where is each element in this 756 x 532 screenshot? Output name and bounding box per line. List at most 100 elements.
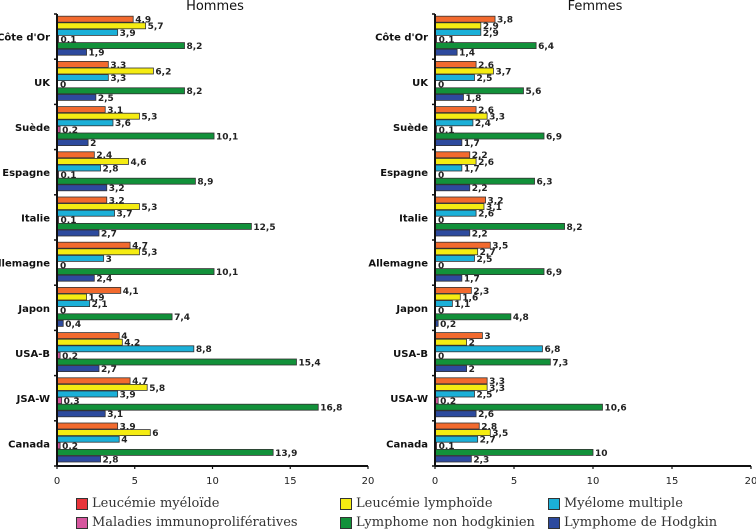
bar	[434, 222, 565, 230]
data-label: 15,4	[298, 358, 320, 368]
data-label: 4,7	[132, 377, 148, 387]
category-label: Japon	[17, 304, 50, 315]
data-label: 3,3	[110, 74, 126, 84]
category-label: Côte d'Or	[375, 32, 428, 44]
legend-label: Leucémie lymphoïde	[356, 496, 493, 511]
data-label: 12,5	[253, 223, 275, 233]
category-label: USA-B	[393, 349, 428, 360]
data-label: 2,6	[478, 106, 494, 116]
legend-item-myelome-multiple: Myélome multiple	[548, 496, 683, 511]
data-label: 2,5	[98, 94, 114, 104]
legend-label: Leucémie myéloïde	[92, 496, 220, 511]
data-label: 6,9	[546, 268, 562, 278]
data-label: 10,1	[216, 132, 238, 142]
bar	[434, 345, 543, 353]
bar	[56, 248, 140, 256]
bar	[56, 268, 215, 276]
bar	[434, 151, 471, 159]
data-label: 6,8	[544, 345, 560, 355]
legend-swatch	[548, 497, 560, 510]
data-label: 2,2	[472, 151, 488, 161]
category-label: Suède	[15, 122, 50, 134]
data-label: 2,6	[478, 210, 494, 220]
category-label: Italie	[399, 213, 428, 224]
legend-label: Lymphome de Hodgkin	[564, 515, 718, 530]
bar	[434, 106, 477, 113]
category-label: UK	[34, 78, 51, 89]
category-label: Allemagne	[0, 259, 50, 270]
bar	[434, 184, 471, 192]
bar	[56, 132, 215, 140]
data-label: 1,1	[454, 300, 470, 310]
category-label: Allemagne	[368, 259, 428, 270]
data-label: 2,7	[480, 436, 496, 446]
category-label: UK	[412, 78, 429, 89]
bar	[434, 132, 545, 140]
data-label: 4,8	[513, 313, 529, 323]
data-label: 3,5	[492, 429, 508, 439]
legend-swatch	[548, 516, 560, 529]
data-label: 0,2	[62, 352, 78, 362]
x-tick-label: 0	[432, 476, 438, 487]
bar	[56, 332, 120, 340]
data-label: 5,3	[141, 248, 157, 258]
bar	[434, 422, 480, 430]
legend-item-lymphome-de-hodgkin: Lymphome de Hodgkin	[548, 515, 717, 530]
legend-label: Lymphome non hodgkinien	[356, 515, 535, 530]
bar	[434, 358, 551, 366]
data-label: 5,3	[141, 203, 157, 213]
data-label: 2,8	[481, 422, 497, 432]
data-label: 3,5	[492, 242, 508, 252]
bar	[434, 248, 479, 256]
data-label: 3,2	[109, 196, 125, 206]
bar	[56, 61, 109, 68]
bar	[434, 448, 594, 456]
data-label: 3,8	[497, 16, 513, 26]
data-label: 3,7	[117, 210, 133, 220]
bar	[56, 241, 131, 249]
data-label: 2,8	[103, 164, 119, 174]
x-tick-label: 15	[284, 476, 297, 487]
data-label: 3,1	[107, 106, 123, 116]
category-label: Espagne	[380, 168, 428, 179]
bar	[56, 377, 131, 385]
bar	[56, 403, 319, 411]
data-label: 0,1	[439, 35, 455, 45]
data-label: 2,8	[103, 455, 119, 465]
bar	[56, 365, 100, 373]
bar	[56, 293, 87, 301]
chart-title: Hommes	[186, 0, 244, 14]
bar	[434, 139, 463, 147]
data-label: 2	[469, 365, 475, 375]
data-label: 7,4	[174, 313, 190, 323]
bar	[56, 15, 134, 23]
data-label: 4,2	[124, 339, 140, 349]
legend-label: Myélome multiple	[564, 496, 683, 511]
chart-title: Femmes	[568, 0, 623, 14]
data-label: 8,8	[196, 345, 212, 355]
data-label: 2,9	[483, 29, 499, 39]
data-label: 0	[438, 261, 444, 271]
data-label: 2,4	[96, 275, 112, 285]
data-label: 5,7	[148, 22, 164, 32]
bar	[434, 365, 468, 373]
data-label: 3,9	[120, 29, 136, 39]
category-label: Japon	[395, 304, 428, 315]
bar	[56, 448, 274, 456]
data-label: 0,1	[61, 35, 77, 45]
data-label: 0	[438, 216, 444, 226]
bar	[56, 177, 196, 185]
bar	[56, 429, 151, 437]
data-label: 0,1	[439, 126, 455, 136]
data-label: 6	[152, 429, 158, 439]
category-label: USA-W	[390, 394, 428, 405]
bar	[56, 196, 108, 204]
bar	[56, 455, 101, 463]
data-label: 8,2	[187, 87, 203, 97]
data-label: 4	[121, 332, 127, 342]
data-label: 0	[438, 81, 444, 91]
bar	[434, 22, 482, 30]
bar	[434, 410, 477, 418]
bar	[56, 229, 100, 237]
data-label: 0	[438, 352, 444, 362]
